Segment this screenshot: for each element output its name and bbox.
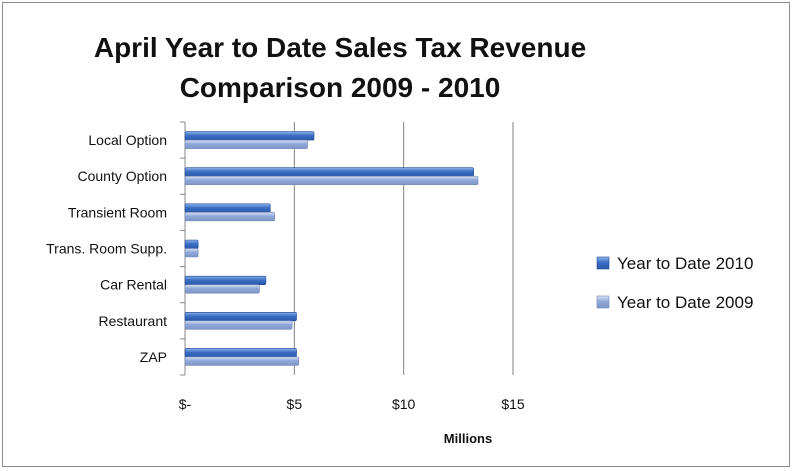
- legend: Year to Date 2010 Year to Date 2009: [597, 254, 753, 312]
- category-label: Transient Room: [68, 204, 167, 220]
- legend-swatch: [597, 296, 609, 308]
- bar-2010: [185, 348, 297, 357]
- bar-2010: [185, 132, 314, 141]
- bar-2010: [185, 276, 266, 285]
- category-label: Local Option: [88, 132, 167, 148]
- bar-2009: [185, 212, 275, 221]
- category-labels: Local Option County Option Transient Room T…: [46, 132, 167, 365]
- category-label: ZAP: [140, 349, 167, 365]
- bar-2009: [185, 321, 292, 330]
- bar-2010: [185, 204, 270, 213]
- category-label: County Option: [78, 168, 168, 184]
- bar-2009: [185, 357, 299, 366]
- category-label: Restaurant: [99, 313, 168, 329]
- bar-2009: [185, 176, 478, 185]
- legend-label: Year to Date 2009: [617, 293, 753, 312]
- x-axis-title: Millions: [444, 431, 492, 446]
- bar-2010: [185, 240, 198, 249]
- x-tick-label: $10: [392, 396, 416, 412]
- x-tick-labels: $- $5 $10 $15: [179, 396, 525, 412]
- legend-label: Year to Date 2010: [617, 254, 753, 273]
- x-tick-label: $15: [501, 396, 525, 412]
- bar-2010: [185, 168, 474, 177]
- bar-2009: [185, 140, 307, 149]
- category-label: Trans. Room Supp.: [46, 241, 167, 257]
- bar-2010: [185, 312, 297, 321]
- x-tick-label: $-: [179, 396, 192, 412]
- bar-2009: [185, 285, 259, 294]
- x-tick-label: $5: [287, 396, 303, 412]
- legend-swatch: [597, 257, 609, 269]
- bar-2009: [185, 249, 198, 258]
- bars: [185, 132, 478, 366]
- category-label: Car Rental: [100, 277, 167, 293]
- grid-lines: [180, 122, 513, 375]
